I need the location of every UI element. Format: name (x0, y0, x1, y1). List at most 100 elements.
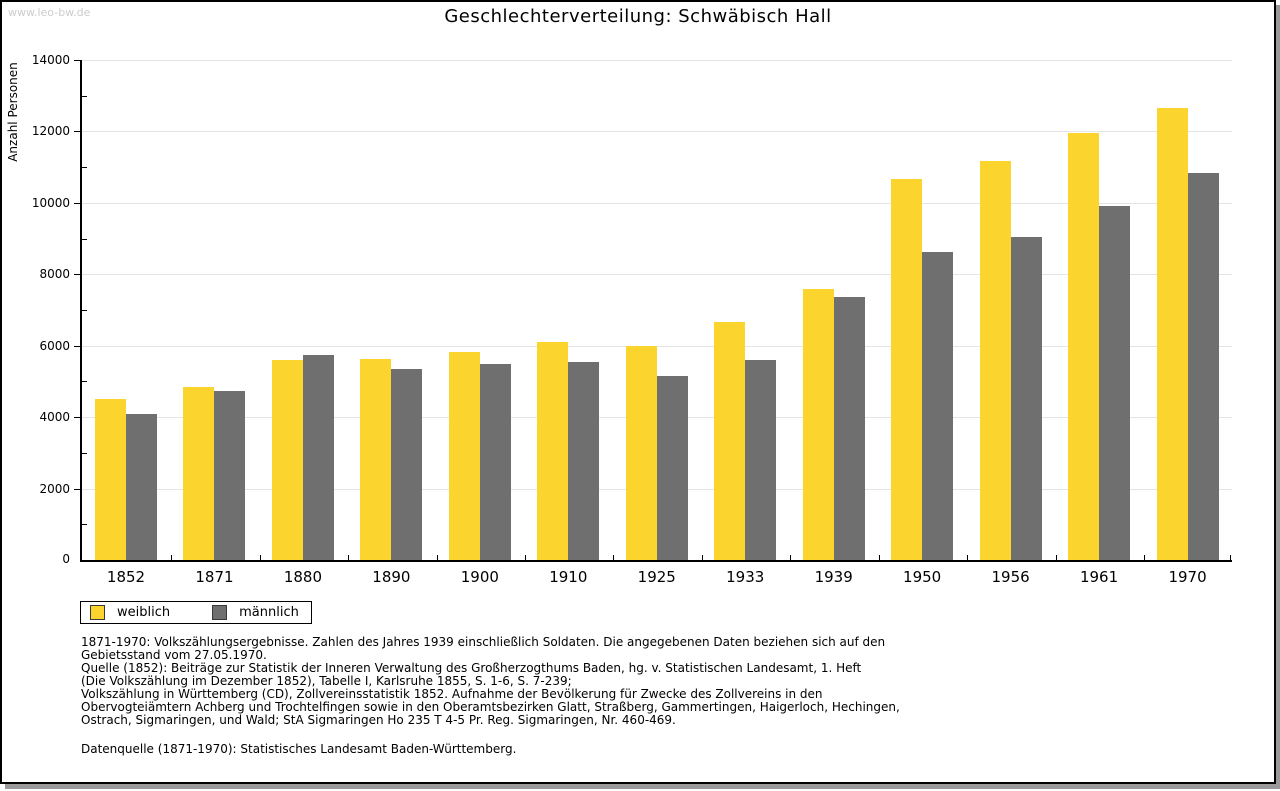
footnotes: 1871-1970: Volkszählungsergebnisse. Zahl… (81, 636, 900, 727)
x-tick-6 (613, 555, 615, 560)
x-tick-10 (967, 555, 969, 560)
x-label-1970: 1970 (1168, 568, 1207, 586)
bar-weiblich-1890 (360, 359, 392, 560)
y-tick-label-4000: 4000 (39, 410, 70, 425)
bar-weiblich-1950 (891, 179, 923, 560)
footnote-line: Volkszählung in Württemberg (CD), Zollve… (81, 687, 823, 701)
x-label-1961: 1961 (1079, 568, 1119, 586)
legend: weiblich männlich (80, 601, 312, 624)
legend-item-maennlich: männlich (212, 605, 299, 620)
bar-weiblich-1961 (1068, 133, 1100, 560)
x-label-1852: 1852 (106, 568, 146, 586)
y-tick-label-6000: 6000 (39, 338, 70, 353)
y-minortick-9000 (82, 238, 87, 240)
plot-area: 2000 4000 6000 8000 10000 12000 14000 0 1852 1871… (32, 53, 1232, 586)
gridline-8000 (82, 274, 1232, 276)
x-tick-9 (878, 555, 880, 560)
bar-männlich-1910 (568, 362, 600, 560)
x-label-1871: 1871 (195, 568, 234, 586)
y-tick-label-12000: 12000 (31, 124, 70, 139)
y-minortick-7000 (82, 310, 87, 311)
bar-männlich-1950 (922, 252, 954, 560)
bar-weiblich-1956 (979, 161, 1011, 560)
y-tick-label-8000: 8000 (39, 267, 70, 282)
x-label-1910: 1910 (549, 568, 588, 586)
gridline-12000 (82, 131, 1232, 133)
y-tick-8000 (74, 274, 80, 276)
footnote-line: Ostrach, Sigmaringen, und Wald; StA Sigm… (81, 713, 676, 727)
y-tick-4000 (74, 417, 80, 419)
chart-title: Geschlechterverteilung: Schwäbisch Hall (444, 6, 832, 27)
bar-weiblich-1871 (183, 387, 215, 560)
footnote-line: Obervogteiämtern Achberg und Trochtelfin… (81, 700, 900, 714)
y-minortick-11000 (82, 167, 87, 169)
legend-label-maennlich: männlich (239, 605, 299, 620)
bar-weiblich-1939 (802, 289, 834, 560)
y-tick-label-0: 0 (62, 552, 70, 566)
x-label-1950: 1950 (903, 568, 942, 586)
y-tick-6000 (74, 345, 80, 347)
bar-männlich-1933 (745, 360, 777, 560)
bar-weiblich-1910 (537, 342, 569, 560)
legend-swatch-weiblich (90, 605, 105, 620)
bar-männlich-1900 (479, 364, 511, 560)
footnote-line: 1871-1970: Volkszählungsergebnisse. Zahl… (81, 635, 886, 649)
x-label-1939: 1939 (814, 568, 853, 586)
bar-männlich-1852 (126, 414, 157, 560)
bar-männlich-1961 (1099, 206, 1131, 560)
x-tick-4 (436, 555, 438, 560)
bar-weiblich-1900 (448, 352, 480, 560)
bar-weiblich-1925 (625, 346, 657, 560)
x-label-1956: 1956 (991, 568, 1030, 586)
footnote-line: Gebietsstand vom 27.05.1970. (81, 648, 267, 662)
y-tick-label-10000: 10000 (31, 195, 70, 210)
x-label-1925: 1925 (637, 568, 676, 586)
datasource-line: Datenquelle (1871-1970): Statistisches L… (81, 742, 517, 756)
footnote-line: (Die Volkszählung im Dezember 1852), Tab… (81, 674, 572, 688)
x-tick-11 (1055, 555, 1057, 560)
x-label-1880: 1880 (283, 568, 323, 586)
y-minortick-5000 (82, 381, 87, 383)
x-tick-end (1230, 555, 1231, 560)
y-minortick-1000 (82, 524, 87, 526)
x-label-1900: 1900 (460, 568, 499, 586)
bar-männlich-1880 (302, 355, 334, 560)
x-tick-12 (1144, 555, 1146, 560)
watermark-leo-bw: www.leo-bw.de (8, 6, 91, 19)
bar-männlich-1925 (656, 376, 688, 560)
bar-männlich-1956 (1010, 237, 1042, 560)
bar-männlich-1970 (1187, 173, 1219, 560)
bar-weiblich-1970 (1156, 108, 1188, 560)
gridline-6000 (82, 345, 1232, 347)
footnote-line: Quelle (1852): Beiträge zur Statistik de… (81, 661, 862, 675)
bar-männlich-1939 (833, 297, 865, 560)
y-tick-2000 (74, 488, 80, 490)
x-tick-2 (259, 555, 261, 560)
y-axis-title: Anzahl Personen (6, 62, 20, 162)
bar-weiblich-1852 (95, 399, 126, 560)
x-tick-5 (525, 555, 526, 560)
bar-weiblich-1880 (271, 360, 303, 560)
y-minortick-13000 (82, 95, 87, 97)
y-tick-label-2000: 2000 (39, 481, 70, 496)
y-minortick-3000 (82, 452, 87, 454)
x-tick-1 (171, 555, 173, 560)
y-tick-10000 (74, 202, 80, 204)
bar-männlich-1890 (391, 369, 423, 560)
legend-label-weiblich: weiblich (117, 605, 171, 620)
x-tick-8 (790, 555, 792, 560)
gridline-10000 (82, 202, 1232, 204)
y-tick-label-14000: 14000 (31, 53, 70, 67)
y-tick-12000 (74, 131, 80, 133)
legend-swatch-maennlich (212, 605, 228, 620)
x-label-1890: 1890 (372, 568, 411, 586)
gridline-14000 (82, 60, 1232, 61)
bar-männlich-1871 (214, 391, 246, 560)
y-tick-14000 (74, 60, 80, 61)
x-label-1933: 1933 (726, 568, 765, 586)
x-tick-3 (348, 555, 350, 560)
legend-item-weiblich: weiblich (90, 605, 170, 620)
bar-weiblich-1933 (714, 322, 746, 560)
x-tick-7 (701, 555, 703, 560)
